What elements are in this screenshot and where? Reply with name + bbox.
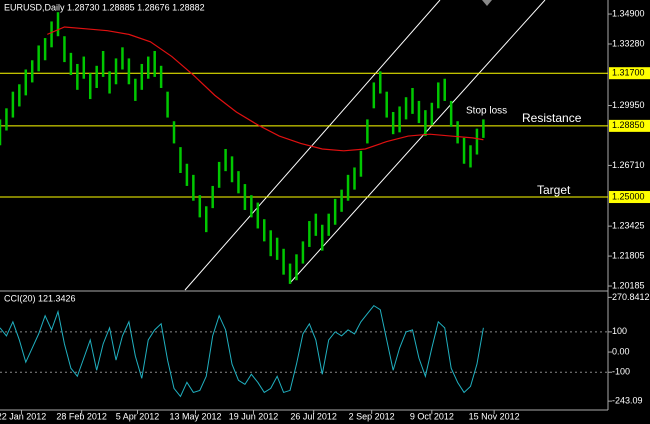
x-tick-label: 5 Apr 2012 bbox=[116, 411, 160, 421]
x-tick-label: 22 Jan 2012 bbox=[0, 411, 46, 421]
y-tick-label: 100 bbox=[612, 326, 627, 336]
annotation: Target bbox=[537, 183, 571, 197]
level-label: 1.25000 bbox=[612, 191, 645, 201]
y-tick-label: 270.8412 bbox=[612, 292, 650, 302]
x-tick-label: 19 Jun 2012 bbox=[229, 411, 279, 421]
level-label-box bbox=[609, 191, 650, 204]
marker bbox=[482, 0, 492, 6]
moving-average bbox=[47, 26, 484, 152]
annotation: Stop loss bbox=[466, 106, 507, 117]
y-tick-label: 1.26710 bbox=[612, 160, 645, 170]
y-tick-label: 1.33280 bbox=[612, 38, 645, 48]
y-tick-label: 1.34900 bbox=[612, 8, 645, 18]
level-label: 1.28850 bbox=[612, 120, 645, 130]
annotation: Resistance bbox=[522, 111, 582, 125]
x-tick-label: 9 Oct 2012 bbox=[410, 411, 454, 421]
level-label-box bbox=[609, 67, 650, 80]
y-tick-label: 1.23425 bbox=[612, 221, 645, 231]
y-tick-label: 1.20185 bbox=[612, 280, 645, 290]
level-label: 1.31700 bbox=[612, 68, 645, 78]
y-tick-label: 0.00 bbox=[612, 346, 630, 356]
indicator-title: CCI(20) 121.3426 bbox=[4, 293, 76, 303]
x-tick-label: 15 Nov 2012 bbox=[469, 411, 520, 421]
x-tick-label: 2 Sep 2012 bbox=[349, 411, 395, 421]
level-label-box bbox=[609, 119, 650, 132]
chart-title: EURUSD,Daily 1.28730 1.28885 1.28676 1.2… bbox=[4, 2, 205, 12]
y-tick-label: -243.09 bbox=[612, 396, 643, 406]
y-tick-label: 1.21805 bbox=[612, 250, 645, 260]
x-tick-label: 26 Jul 2012 bbox=[290, 411, 337, 421]
cci-line bbox=[0, 304, 484, 398]
x-tick-label: 13 May 2012 bbox=[169, 411, 221, 421]
y-tick-label: -100 bbox=[612, 367, 630, 377]
y-tick-label: 1.29950 bbox=[612, 100, 645, 110]
x-tick-label: 28 Feb 2012 bbox=[56, 411, 107, 421]
channel-line bbox=[184, 0, 441, 291]
channel-line bbox=[289, 0, 546, 284]
